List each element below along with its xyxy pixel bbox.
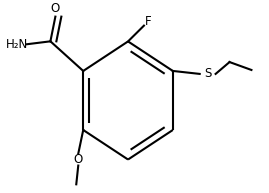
Text: F: F [145, 15, 151, 28]
Text: H₂N: H₂N [5, 38, 28, 51]
Text: O: O [74, 153, 83, 166]
Text: S: S [204, 67, 211, 80]
Text: O: O [51, 2, 60, 15]
